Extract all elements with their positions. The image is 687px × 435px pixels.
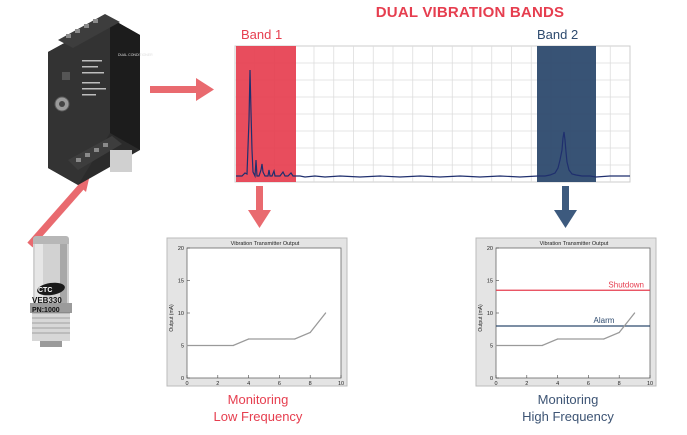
chart-xtick-label: 6 <box>587 381 590 387</box>
chart-data-point <box>309 331 311 334</box>
chart-data-point <box>294 338 296 340</box>
chart-ytick-label: 15 <box>178 279 184 285</box>
arrow-band1-down <box>248 186 271 228</box>
chart-xtick-label: 4 <box>556 381 559 387</box>
spectrum-plot <box>234 45 631 183</box>
chart-xtick-label: 10 <box>647 381 653 387</box>
caption-high-frequency: Monitoring High Frequency <box>478 391 658 425</box>
chart-data-point <box>634 312 636 314</box>
spectrum-trace <box>236 69 630 179</box>
caption-high-line2: High Frequency <box>522 409 614 424</box>
chart-output-line <box>496 312 636 347</box>
chart-data-point <box>541 344 543 347</box>
transmitter-device-image <box>48 14 140 185</box>
shutdown-label: Shutdown <box>608 280 644 289</box>
band-1-label: Band 1 <box>241 27 283 42</box>
left-output-chart: Vibration Transmitter Output Output (mA) 0… <box>166 237 348 387</box>
device-label-text: DUAL CONDITIONER <box>118 53 153 57</box>
chart-xtick-label: 0 <box>185 381 188 387</box>
band-1-highlight <box>236 46 296 182</box>
chart-ytick-label: 20 <box>487 246 493 252</box>
caption-high-line1: Monitoring <box>537 392 599 407</box>
alarm-label: Alarm <box>594 316 615 325</box>
chart-xtick-label: 2 <box>216 381 219 387</box>
chart-data-point <box>186 344 188 347</box>
chart-xtick-label: 8 <box>309 381 312 387</box>
chart-data-point <box>603 338 605 340</box>
chart-plot-area <box>495 247 651 379</box>
chart-ytick-label: 20 <box>178 246 184 252</box>
chart-xtick-label: 6 <box>278 381 281 387</box>
chart-title: Vibration Transmitter Output <box>231 241 300 247</box>
sensor-image <box>30 236 72 347</box>
diagram-title: DUAL VIBRATION BANDS <box>375 4 565 21</box>
chart-ytick-label: 5 <box>181 344 184 350</box>
chart-xtick-label: 10 <box>338 381 344 387</box>
right-output-chart: Vibration Transmitter Output Output (mA) 0… <box>475 237 657 387</box>
caption-low-frequency: Monitoring Low Frequency <box>168 391 348 425</box>
chart-ytick-label: 0 <box>181 376 184 382</box>
chart-ytick-label: 5 <box>490 344 493 350</box>
chart-title: Vibration Transmitter Output <box>540 241 609 247</box>
chart-ytick-label: 10 <box>178 311 184 317</box>
chart-output-line <box>187 312 327 347</box>
chart-ytick-label: 0 <box>490 376 493 382</box>
chart-xtick-label: 8 <box>618 381 621 387</box>
chart-data-point <box>325 312 327 314</box>
chart-ytick-label: 15 <box>487 279 493 285</box>
chart-data-point <box>557 338 559 340</box>
chart-ylabel: Output (mA) <box>169 304 175 332</box>
arrow-band2-down <box>554 186 577 228</box>
sensor-model-text: VEB330 <box>32 296 62 305</box>
arrow-device-to-spectrum <box>150 78 214 101</box>
chart-xtick-label: 0 <box>494 381 497 387</box>
chart-data-point <box>618 331 620 334</box>
sensor-pn-text: PN:1000 <box>32 307 60 314</box>
caption-low-line2: Low Frequency <box>213 409 303 424</box>
chart-xtick-label: 2 <box>525 381 528 387</box>
chart-plot-area <box>186 247 342 379</box>
chart-data-point <box>248 338 250 340</box>
chart-ytick-label: 10 <box>487 311 493 317</box>
caption-low-line1: Monitoring <box>227 392 289 407</box>
chart-ylabel: Output (mA) <box>478 304 484 332</box>
chart-data-point <box>232 344 234 347</box>
sensor-brand-text: CTC <box>38 287 52 294</box>
band-2-label: Band 2 <box>537 27 579 42</box>
chart-data-point <box>495 344 497 347</box>
chart-xtick-label: 4 <box>247 381 250 387</box>
